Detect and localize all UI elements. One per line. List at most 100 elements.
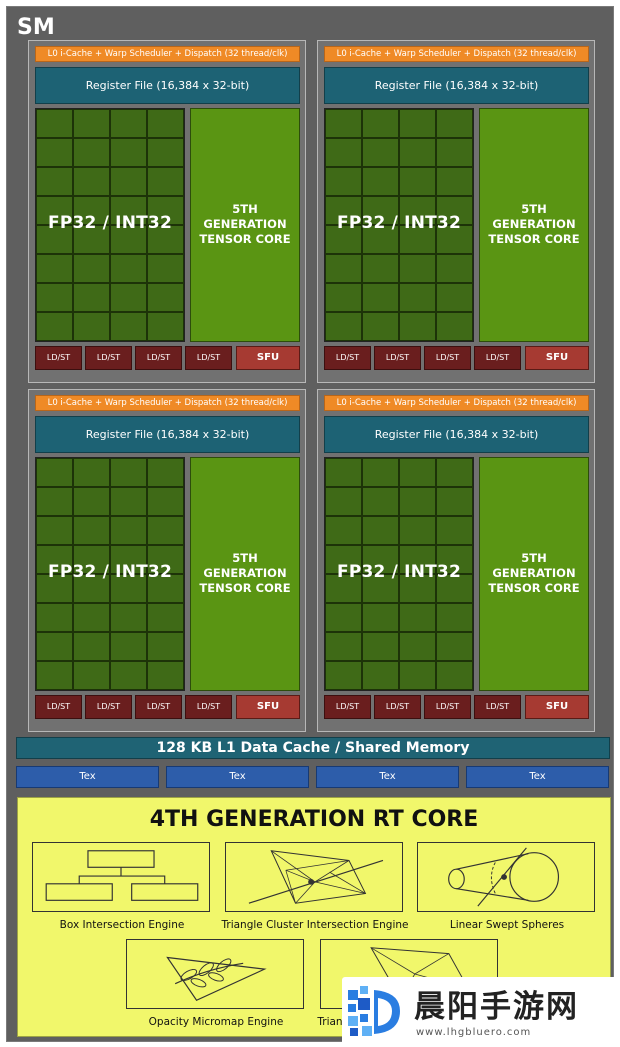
fp32-int32-core (362, 516, 399, 545)
tensor-core: 5TH GENERATION TENSOR CORE (479, 108, 589, 342)
fp32-int32-core (399, 545, 436, 574)
fp32-int32-core (147, 254, 184, 283)
fp32-int32-block: FP32 / INT32 (324, 108, 474, 342)
tex-unit: Tex (466, 766, 609, 788)
fp32-int32-core (73, 109, 110, 138)
fp32-int32-core (36, 138, 73, 167)
fp32-int32-core (36, 661, 73, 690)
load-store-units: LD/ST LD/ST LD/ST LD/ST SFU (324, 695, 589, 719)
ldst-unit: LD/ST (374, 695, 421, 719)
fp32-int32-core (36, 254, 73, 283)
tensor-core-line1: 5TH (521, 551, 547, 565)
fp32-int32-core (73, 283, 110, 312)
register-file: Register File (16,384 x 32-bit) (35, 416, 300, 453)
tex-unit: Tex (316, 766, 459, 788)
l0-icache-warp-scheduler: L0 i-Cache + Warp Scheduler + Dispatch (… (35, 395, 300, 411)
fp32-int32-core (325, 458, 362, 487)
tensor-core-line2: GENERATION (492, 566, 576, 580)
fp32-int32-core (362, 458, 399, 487)
tensor-core: 5TH GENERATION TENSOR CORE (479, 457, 589, 691)
ldst-unit: LD/ST (474, 346, 521, 370)
ldst-unit: LD/ST (35, 346, 82, 370)
fp32-int32-core (325, 632, 362, 661)
l0-icache-warp-scheduler: L0 i-Cache + Warp Scheduler + Dispatch (… (324, 46, 589, 62)
sfu-unit: SFU (236, 346, 300, 370)
fp32-int32-core (147, 196, 184, 225)
fp32-int32-core (362, 225, 399, 254)
fp32-int32-core (362, 283, 399, 312)
fp32-int32-core (399, 312, 436, 341)
fp32-int32-core (36, 632, 73, 661)
fp32-int32-core (399, 574, 436, 603)
fp32-int32-core (362, 545, 399, 574)
fp32-int32-core (436, 603, 473, 632)
fp32-int32-core (36, 516, 73, 545)
fp32-int32-core (147, 603, 184, 632)
fp32-int32-core (73, 603, 110, 632)
sfu-unit: SFU (236, 695, 300, 719)
fp32-int32-core (73, 196, 110, 225)
fp32-int32-core (36, 109, 73, 138)
fp32-int32-core (73, 516, 110, 545)
fp32-int32-core (110, 545, 147, 574)
tensor-core-line1: 5TH (232, 551, 258, 565)
register-file: Register File (16,384 x 32-bit) (35, 67, 300, 104)
fp32-int32-core (325, 603, 362, 632)
fp32-int32-core (110, 138, 147, 167)
sm-subpartition: L0 i-Cache + Warp Scheduler + Dispatch (… (28, 389, 306, 732)
tensor-core: 5TH GENERATION TENSOR CORE (190, 457, 300, 691)
fp32-int32-core (110, 516, 147, 545)
ldst-unit: LD/ST (85, 346, 132, 370)
fp32-int32-core (436, 661, 473, 690)
fp32-int32-core (325, 254, 362, 283)
fp32-int32-block: FP32 / INT32 (35, 457, 185, 691)
fp32-int32-core (325, 487, 362, 516)
fp32-int32-core (399, 254, 436, 283)
fp32-int32-core (325, 167, 362, 196)
fp32-int32-core (147, 109, 184, 138)
fp32-int32-core (362, 167, 399, 196)
fp32-int32-core (399, 225, 436, 254)
fp32-int32-core (399, 138, 436, 167)
tensor-core-line1: 5TH (521, 202, 547, 216)
fp32-int32-core (436, 225, 473, 254)
fp32-int32-core (325, 312, 362, 341)
fp32-int32-core (36, 283, 73, 312)
fp32-int32-core (110, 661, 147, 690)
opacity-micromap-icon (166, 956, 267, 1001)
sm-subpartition: L0 i-Cache + Warp Scheduler + Dispatch (… (317, 389, 595, 732)
ldst-unit: LD/ST (424, 346, 471, 370)
triangle-cluster-label: Triangle Cluster Intersection Engine (221, 919, 409, 931)
fp32-int32-core (436, 109, 473, 138)
fp32-int32-core (436, 458, 473, 487)
fp32-int32-core (73, 545, 110, 574)
fp32-int32-core (436, 138, 473, 167)
fp32-int32-core (110, 632, 147, 661)
fp32-int32-core (36, 167, 73, 196)
fp32-int32-core (362, 138, 399, 167)
fp32-int32-core (110, 109, 147, 138)
fp32-int32-core (325, 196, 362, 225)
ldst-unit: LD/ST (35, 695, 82, 719)
ldst-unit: LD/ST (374, 346, 421, 370)
fp32-int32-block: FP32 / INT32 (324, 457, 474, 691)
ldst-unit: LD/ST (185, 695, 232, 719)
fp32-int32-core (110, 458, 147, 487)
fp32-int32-label: FP32 / INT32 (48, 213, 172, 233)
fp32-int32-core (110, 254, 147, 283)
fp32-int32-core (73, 661, 110, 690)
sfu-unit: SFU (525, 346, 589, 370)
fp32-int32-label: FP32 / INT32 (337, 562, 461, 582)
sfu-unit: SFU (525, 695, 589, 719)
fp32-int32-core (73, 312, 110, 341)
fp32-int32-core (399, 632, 436, 661)
tex-unit: Tex (16, 766, 159, 788)
fp32-int32-core (362, 603, 399, 632)
fp32-int32-core (73, 574, 110, 603)
fp32-int32-core (110, 603, 147, 632)
tensor-core-line3: TENSOR CORE (488, 232, 580, 246)
box-hierarchy-icon (45, 850, 199, 901)
fp32-int32-block: FP32 / INT32 (35, 108, 185, 342)
opacity-micromap-diagram (126, 939, 304, 1009)
sm-title: SM (17, 15, 55, 40)
